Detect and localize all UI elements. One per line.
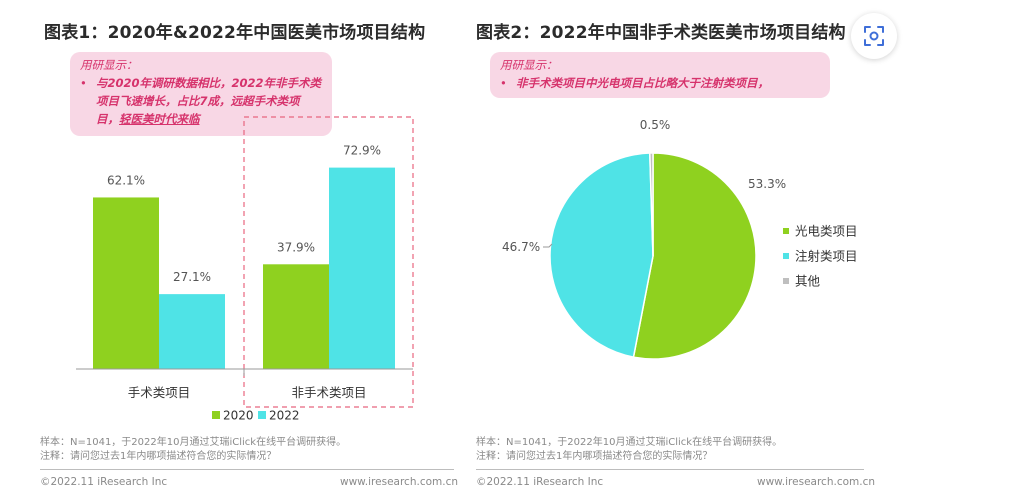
legend-label: 光电类项目 bbox=[795, 224, 858, 239]
scan-button[interactable] bbox=[851, 13, 897, 59]
bar-chart-title: 图表1：2020年&2022年中国医美市场项目结构 bbox=[44, 23, 426, 43]
x-tick-label: 非手术类项目 bbox=[291, 385, 366, 400]
website-link: www.iresearch.com.cn bbox=[757, 476, 876, 488]
copyright: ©2022.11 iResearch Inc bbox=[476, 476, 604, 488]
highlight-box bbox=[243, 116, 414, 408]
legend-label: 2022 bbox=[269, 409, 300, 423]
scan-icon bbox=[864, 26, 884, 46]
callout-heading: 用研显示： bbox=[80, 58, 138, 72]
bar-2020-0 bbox=[93, 197, 159, 369]
pie-slice-1 bbox=[549, 152, 654, 359]
footer-divider bbox=[476, 469, 864, 470]
pie-leader-line bbox=[543, 243, 553, 248]
pie-chart-callout: 用研显示： • 非手术类项目中光电项目占比略大于注射类项目， bbox=[490, 52, 830, 98]
pie-chart-title: 图表2：2022年中国非手术类医美市场项目结构 bbox=[476, 23, 846, 43]
pie-data-label: 46.7% bbox=[502, 240, 540, 254]
callout-heading: 用研显示： bbox=[500, 58, 558, 72]
pie-slice-2 bbox=[649, 152, 654, 257]
bullet-dot: • bbox=[500, 76, 507, 90]
sample-note: 样本：N=1041，于2022年10月通过艾瑞iClick在线平台调研获得。 bbox=[476, 437, 783, 448]
legend-swatch bbox=[783, 228, 789, 234]
legend-label: 注射类项目 bbox=[795, 249, 858, 264]
remark-note: 注释：请问您过去1年内哪项描述符合您的实际情况？ bbox=[40, 451, 277, 462]
bar-chart-callout: 用研显示： • 与2020年调研数据相比，2022年非手术类项目飞速增长，占比7… bbox=[70, 52, 332, 136]
legend-swatch bbox=[783, 278, 789, 284]
sample-note: 样本：N=1041，于2022年10月通过艾瑞iClick在线平台调研获得。 bbox=[40, 437, 347, 448]
pie-data-label: 53.3% bbox=[748, 177, 786, 191]
remark-note: 注释：请问您过去1年内哪项描述符合您的实际情况？ bbox=[476, 451, 713, 462]
bar-data-label: 72.9% bbox=[343, 144, 381, 158]
legend-swatch bbox=[783, 253, 789, 259]
legend-swatch bbox=[212, 411, 220, 419]
bar-data-label: 62.1% bbox=[107, 173, 145, 187]
copyright: ©2022.11 iResearch Inc bbox=[40, 476, 168, 488]
website-link: www.iresearch.com.cn bbox=[340, 476, 459, 488]
pie-data-label: 0.5% bbox=[640, 118, 671, 132]
bar-data-label: 37.9% bbox=[277, 240, 315, 254]
legend-label: 2020 bbox=[223, 409, 254, 423]
pie-slice-0 bbox=[632, 152, 757, 360]
bar-2022-0 bbox=[159, 294, 225, 369]
callout-text: 非手术类项目中光电项目占比略大于注射类项目， bbox=[516, 76, 769, 90]
bullet-dot: • bbox=[80, 76, 87, 90]
legend-label: 其他 bbox=[795, 274, 821, 289]
x-tick-label: 手术类项目 bbox=[128, 385, 191, 400]
bar-2020-1 bbox=[263, 264, 329, 369]
footer-divider bbox=[40, 469, 454, 470]
legend-swatch bbox=[258, 411, 266, 419]
callout-text: 与2020年调研数据相比，2022年非手术类项目飞速增长，占比7成，远超手术类项… bbox=[96, 76, 322, 126]
bar-2022-1 bbox=[329, 167, 395, 369]
callout-emphasis: 轻医美时代来临 bbox=[119, 112, 200, 126]
bar-data-label: 27.1% bbox=[173, 270, 211, 284]
